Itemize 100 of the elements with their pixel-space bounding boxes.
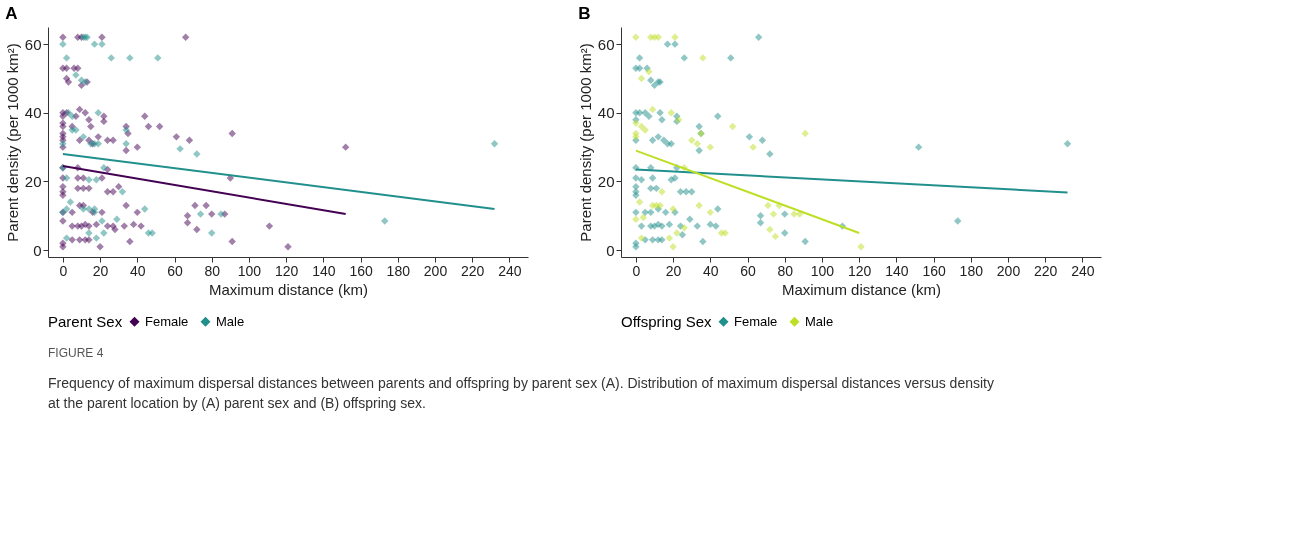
x-tick-label: 220 xyxy=(461,262,485,279)
point xyxy=(635,198,644,206)
point xyxy=(671,33,679,42)
point xyxy=(695,201,703,210)
point xyxy=(654,33,662,42)
point xyxy=(94,109,102,117)
point xyxy=(656,201,664,210)
point xyxy=(771,232,780,241)
x-axis-title: Maximum distance (km) xyxy=(781,280,942,298)
point xyxy=(693,140,701,148)
point xyxy=(141,205,149,213)
point xyxy=(687,136,696,144)
x-tick-label: 0 xyxy=(632,262,641,279)
chart-title: A xyxy=(5,4,18,23)
y-tick-label: 20 xyxy=(24,172,42,190)
point xyxy=(79,205,88,213)
point xyxy=(665,234,674,242)
legend-title: Offspring Sex xyxy=(621,313,713,330)
x-tick-label: 80 xyxy=(777,262,794,279)
x-tick-label: 20 xyxy=(92,262,109,279)
text: Frequency of maximum dispersal distances between parents and offspring by parent sex (A). Distribution of maximum dispersal distances versus density at the parent location by (A) parent sex and (B) offspring sex. xyxy=(48,375,994,411)
point xyxy=(122,140,130,148)
point xyxy=(100,164,108,172)
point xyxy=(667,109,675,117)
point xyxy=(92,176,101,184)
x-tick-label: 100 xyxy=(237,262,262,279)
point xyxy=(118,188,127,196)
point xyxy=(632,33,640,42)
legend-label: Male xyxy=(805,313,834,329)
point xyxy=(857,242,865,251)
y-tick-label: 0 xyxy=(606,241,615,259)
point xyxy=(62,205,71,213)
point xyxy=(706,143,715,151)
point xyxy=(764,201,772,210)
chart-title: B xyxy=(578,4,591,23)
legend-label: Female xyxy=(734,313,778,329)
point xyxy=(68,112,76,120)
caption: FIGURE 4 xyxy=(48,346,104,360)
x-tick-label: 180 xyxy=(386,262,411,279)
x-tick-label: 120 xyxy=(847,262,872,279)
point xyxy=(645,67,653,76)
x-tick-label: 80 xyxy=(204,262,221,279)
legend-label: Male xyxy=(216,313,245,329)
point xyxy=(154,54,162,62)
point xyxy=(801,129,809,138)
point xyxy=(62,234,71,242)
x-tick-label: 40 xyxy=(703,262,719,279)
point xyxy=(632,215,640,223)
point xyxy=(90,40,99,48)
x-tick-label: 0 xyxy=(59,262,68,279)
point xyxy=(680,224,688,232)
point xyxy=(639,213,648,222)
x-tick-label: 100 xyxy=(810,262,835,279)
y-tick-label: 60 xyxy=(597,35,615,53)
y-tick-label: 60 xyxy=(24,35,42,53)
x-tick-label: 140 xyxy=(312,262,336,279)
x-tick-label: 140 xyxy=(885,262,909,279)
x-tick-label: 160 xyxy=(349,262,373,279)
y-axis-title: Parent density (per 1000 km²) xyxy=(576,43,594,242)
point xyxy=(728,122,737,131)
x-tick-label: 220 xyxy=(1034,262,1058,279)
point xyxy=(490,140,499,148)
x-tick-label: 240 xyxy=(498,262,522,279)
point xyxy=(769,210,778,218)
legend-label: Female xyxy=(145,313,189,329)
point xyxy=(85,176,93,184)
point xyxy=(62,174,71,182)
x-tick-label: 240 xyxy=(1071,262,1095,279)
point xyxy=(795,210,804,218)
x-tick-label: 180 xyxy=(959,262,984,279)
point xyxy=(94,140,102,148)
point xyxy=(62,54,71,62)
y-tick-label: 40 xyxy=(24,104,42,122)
point xyxy=(208,229,216,237)
point xyxy=(669,242,677,251)
y-tick-label: 40 xyxy=(597,104,615,122)
point xyxy=(381,217,389,225)
x-tick-label: 200 xyxy=(996,262,1021,279)
point xyxy=(637,234,646,242)
point xyxy=(706,208,715,217)
point xyxy=(648,201,657,210)
point xyxy=(648,105,657,114)
point xyxy=(107,54,115,62)
x-tick-label: 160 xyxy=(922,262,946,279)
point xyxy=(92,234,101,242)
x-tick-label: 40 xyxy=(130,262,146,279)
x-tick-label: 60 xyxy=(167,262,184,279)
point xyxy=(196,210,205,218)
x-tick-label: 120 xyxy=(274,262,299,279)
legend-title: Parent Sex xyxy=(48,313,123,330)
y-tick-label: 20 xyxy=(597,172,615,190)
y-axis-title: Parent density (per 1000 km²) xyxy=(3,43,21,242)
point xyxy=(766,225,774,234)
point xyxy=(79,133,88,141)
y-tick-label: 0 xyxy=(33,241,42,259)
x-tick-label: 60 xyxy=(740,262,757,279)
point xyxy=(658,188,666,196)
point xyxy=(637,122,646,131)
x-tick-label: 20 xyxy=(665,262,682,279)
x-axis-title: Maximum distance (km) xyxy=(208,280,369,298)
